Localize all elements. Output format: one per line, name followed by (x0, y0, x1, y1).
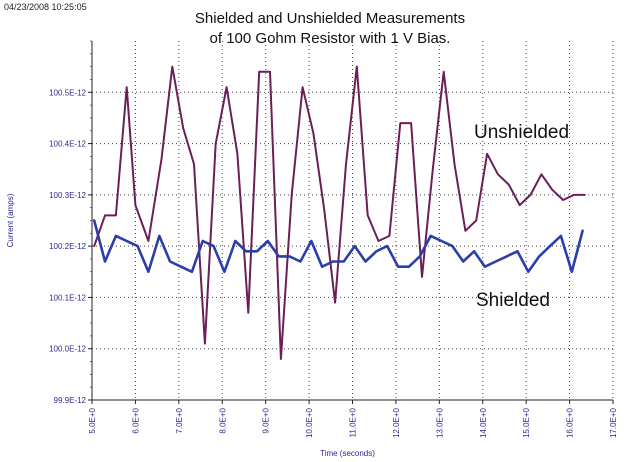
unshielded-series-line (93, 65, 586, 360)
y-tick-label: 100.5E-12 (49, 88, 86, 97)
chart-title-line1: Shielded and Unshielded Measurements (194, 10, 466, 27)
y-tick-label: 100.0E-12 (49, 345, 86, 354)
x-tick-label: 11.0E+0 (349, 407, 358, 437)
x-tick-label: 8.0E+0 (218, 407, 227, 433)
x-tick-label: 15.0E+0 (522, 407, 531, 438)
x-tick-label: 12.0E+0 (392, 407, 401, 438)
unshielded-series-label: Unshielded (474, 122, 569, 143)
shielded-series-line (92, 219, 584, 274)
y-axis-label: Current (amps) (6, 193, 15, 247)
y-tick-label: 100.1E-12 (49, 293, 86, 302)
shielded-series-label: Shielded (476, 290, 550, 311)
x-tick-label: 17.0E+0 (609, 407, 618, 438)
x-tick-label: 10.0E+0 (305, 407, 314, 438)
x-tick-label: 6.0E+0 (131, 407, 140, 433)
chart-title: Shielded and Unshielded Measurements of … (150, 9, 510, 49)
x-axis-label: Time (seconds) (320, 449, 375, 458)
y-tick-label: 100.2E-12 (49, 242, 86, 251)
x-tick-label: 14.0E+0 (479, 407, 488, 438)
x-tick-label: 9.0E+0 (262, 407, 271, 433)
x-tick-label: 13.0E+0 (435, 407, 444, 438)
x-tick-label: 5.0E+0 (88, 407, 97, 433)
y-tick-label: 99.9E-12 (54, 396, 87, 405)
x-tick-label: 7.0E+0 (175, 407, 184, 433)
y-tick-label: 100.4E-12 (49, 140, 86, 149)
y-tick-label: 100.3E-12 (49, 191, 86, 200)
chart-title-line2: of 100 Gohm Resistor with 1 V Bias. (209, 30, 451, 47)
timestamp: 04/23/2008 10:25:05 (4, 2, 87, 12)
x-tick-label: 16.0E+0 (566, 407, 575, 438)
